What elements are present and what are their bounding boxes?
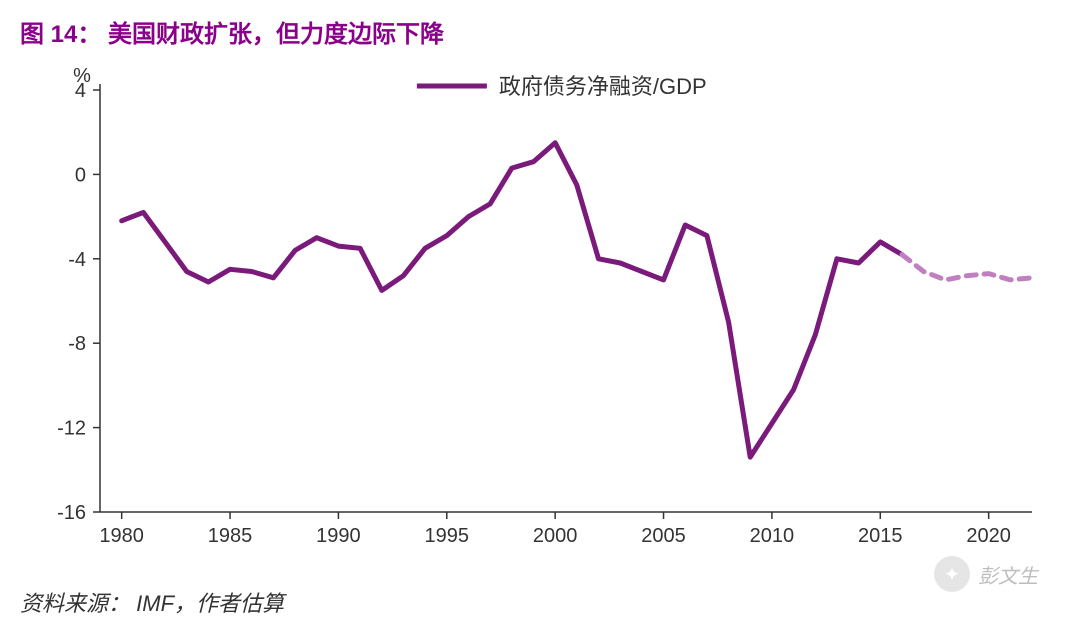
watermark-text: 彭文生 [978,560,1038,589]
legend-label: 政府债务净融资/GDP [499,74,707,99]
x-tick-label: 1990 [316,525,361,547]
y-tick-label: -8 [68,333,86,355]
x-tick-label: 2015 [858,525,903,547]
x-tick-label: 1995 [425,525,470,547]
title-text: 美国财政扩张，但力度边际下降 [108,21,444,48]
x-tick-label: 2000 [533,525,578,547]
x-tick-label: 1985 [208,525,253,547]
y-unit-label: % [73,65,91,87]
chart-title: 图 14： 美国财政扩张，但力度边际下降 [0,0,1068,55]
series-dashed [902,255,1032,280]
source-label: 资料来源： [20,591,130,616]
x-tick-label: 2005 [641,525,686,547]
y-tick-label: -12 [57,418,86,440]
chart-container: -16-12-8-4041980198519901995200020052010… [20,60,1048,560]
source-line: 资料来源： IMF，作者估算 [20,586,284,618]
series-solid [122,143,902,457]
x-tick-label: 2010 [750,525,795,547]
wechat-icon: ✦ [934,556,970,592]
x-tick-label: 2020 [966,525,1011,547]
title-prefix: 图 14： [20,21,101,48]
source-text: IMF，作者估算 [136,591,284,616]
x-tick-label: 1980 [99,525,144,547]
y-tick-label: -4 [68,249,86,271]
line-chart: -16-12-8-4041980198519901995200020052010… [20,60,1048,560]
y-tick-label: -16 [57,502,86,524]
y-tick-label: 0 [75,164,86,186]
watermark: ✦ 彭文生 [934,556,1038,592]
